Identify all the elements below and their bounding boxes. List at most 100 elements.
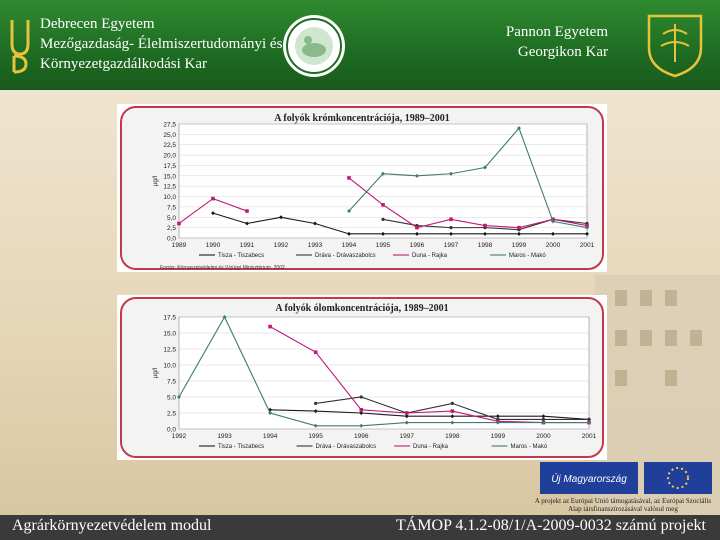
x-tick-label: 1997 — [444, 242, 459, 249]
data-point — [585, 231, 589, 236]
data-point — [541, 417, 546, 421]
data-point — [268, 411, 273, 415]
data-point — [415, 225, 419, 230]
header-left-line-3: Környezetgazdálkodási Kar — [40, 56, 208, 72]
data-point — [585, 223, 589, 228]
data-point — [359, 411, 364, 415]
legend-label: Dráva - Drávaszabolcs — [316, 444, 377, 450]
y-tick-label: 5,0 — [167, 395, 176, 402]
data-point — [450, 401, 454, 405]
data-point — [313, 350, 318, 354]
data-point — [381, 203, 385, 207]
source-note: Forrás: Környezetvédelmi és Vízügyi Mini… — [160, 265, 285, 271]
pannon-crest-icon — [647, 14, 703, 78]
faculty-title-right: Pannon Egyetem Georgikon Kar — [506, 22, 608, 62]
header-left-line-1: Debrecen Egyetem — [40, 16, 155, 32]
legend-label: Dráva - Drávaszabolcs — [315, 253, 376, 259]
y-tick-label: 7,5 — [167, 204, 176, 211]
y-tick-label: 10,0 — [163, 363, 176, 370]
data-point — [517, 126, 521, 131]
x-tick-label: 1994 — [342, 242, 357, 249]
data-point — [495, 414, 500, 419]
y-tick-label: 2,5 — [167, 411, 176, 418]
data-point — [541, 414, 546, 419]
data-point — [347, 209, 351, 214]
module-name: Agrárkörnyezetvédelem modul — [12, 517, 212, 534]
data-point — [313, 221, 317, 226]
header-left-line-2: Mezőgazdaság- Élelmiszertudományi és — [40, 36, 283, 52]
x-tick-label: 1998 — [445, 433, 460, 440]
data-point — [449, 171, 453, 176]
data-point — [450, 409, 455, 413]
data-point — [449, 217, 453, 222]
x-tick-label: 1995 — [308, 433, 323, 440]
data-point — [483, 223, 487, 228]
data-point — [359, 408, 364, 412]
data-point — [268, 324, 272, 329]
data-point — [381, 231, 385, 236]
data-point — [404, 420, 409, 425]
y-tick-label: 17,5 — [163, 163, 176, 170]
y-axis-label: µg/l — [152, 175, 159, 186]
x-tick-label: 1996 — [410, 242, 425, 249]
chromium-chart-panel: A folyók krómkoncentrációja, 1989–2001 0… — [117, 104, 607, 272]
x-tick-label: 2001 — [580, 242, 595, 249]
y-tick-label: 15,0 — [163, 173, 176, 180]
x-tick-label: 1993 — [308, 242, 323, 249]
data-point — [245, 221, 249, 226]
data-point — [585, 225, 589, 230]
x-tick-label: 2000 — [536, 433, 551, 440]
data-point — [381, 217, 385, 221]
data-point — [359, 395, 363, 399]
eu-logos: Új Magyarország — [540, 462, 712, 494]
legend-label: Duna - Rajka — [412, 253, 448, 259]
x-tick-label: 1994 — [263, 433, 278, 440]
y-tick-label: 27,5 — [163, 122, 176, 129]
x-tick-label: 1991 — [240, 242, 255, 249]
lead-chart: 0,0 2,5 5,0 7,5 10,0 12,5 15,0 17,5 1992 1993 1994… — [152, 315, 597, 451]
data-point — [313, 409, 318, 414]
data-point — [314, 401, 318, 405]
university-logo-icon — [10, 20, 30, 74]
chromium-chart: 0,0 2,5 5,0 7,5 10,0 12,5 15,0 17,5 20,0 22,5 25,0… — [152, 122, 595, 260]
legend-label: Duna - Rajka — [413, 444, 449, 450]
series-line — [348, 127, 588, 229]
y-tick-label: 20,0 — [163, 153, 176, 160]
data-point — [222, 315, 227, 319]
data-point — [517, 231, 521, 236]
chart-title: A folyók ólomkoncentrációja, 1989–2001 — [275, 303, 449, 314]
data-point — [551, 217, 555, 222]
y-axis-label: µg/l — [152, 367, 159, 378]
data-point — [483, 231, 487, 236]
data-point — [587, 417, 591, 421]
header-right-line-2: Georgikon Kar — [517, 44, 608, 60]
legend-label: Maros - Makó — [511, 444, 548, 450]
x-tick-label: 1996 — [354, 433, 369, 440]
plot-area — [178, 316, 590, 430]
legend-label: Maros - Makó — [509, 253, 546, 259]
y-tick-label: 5,0 — [167, 215, 176, 222]
data-point — [450, 414, 455, 419]
chart-title: A folyók krómkoncentrációja, 1989–2001 — [274, 113, 450, 124]
y-tick-label: 10,0 — [163, 194, 176, 201]
data-point — [245, 209, 249, 213]
data-point — [211, 211, 215, 216]
x-tick-label: 1999 — [512, 242, 527, 249]
series-line — [270, 409, 590, 420]
data-point — [517, 225, 521, 230]
y-tick-label: 12,5 — [163, 347, 176, 354]
series-line — [212, 212, 587, 235]
data-point — [211, 196, 215, 201]
header-right-line-1: Pannon Egyetem — [505, 24, 608, 40]
x-tick-label: 2001 — [582, 433, 597, 440]
project-code: TÁMOP 4.1.2-08/1/A-2009-0032 számú proje… — [395, 517, 706, 534]
y-tick-label: 0,0 — [167, 427, 176, 434]
y-tick-label: 2,5 — [167, 225, 176, 232]
series-line — [348, 177, 588, 229]
data-point — [449, 231, 453, 236]
faculty-seal-icon — [283, 15, 345, 77]
data-point — [404, 411, 409, 415]
data-point — [415, 173, 419, 178]
x-tick-label: 1992 — [274, 242, 289, 249]
eu-flag-icon — [644, 462, 712, 494]
